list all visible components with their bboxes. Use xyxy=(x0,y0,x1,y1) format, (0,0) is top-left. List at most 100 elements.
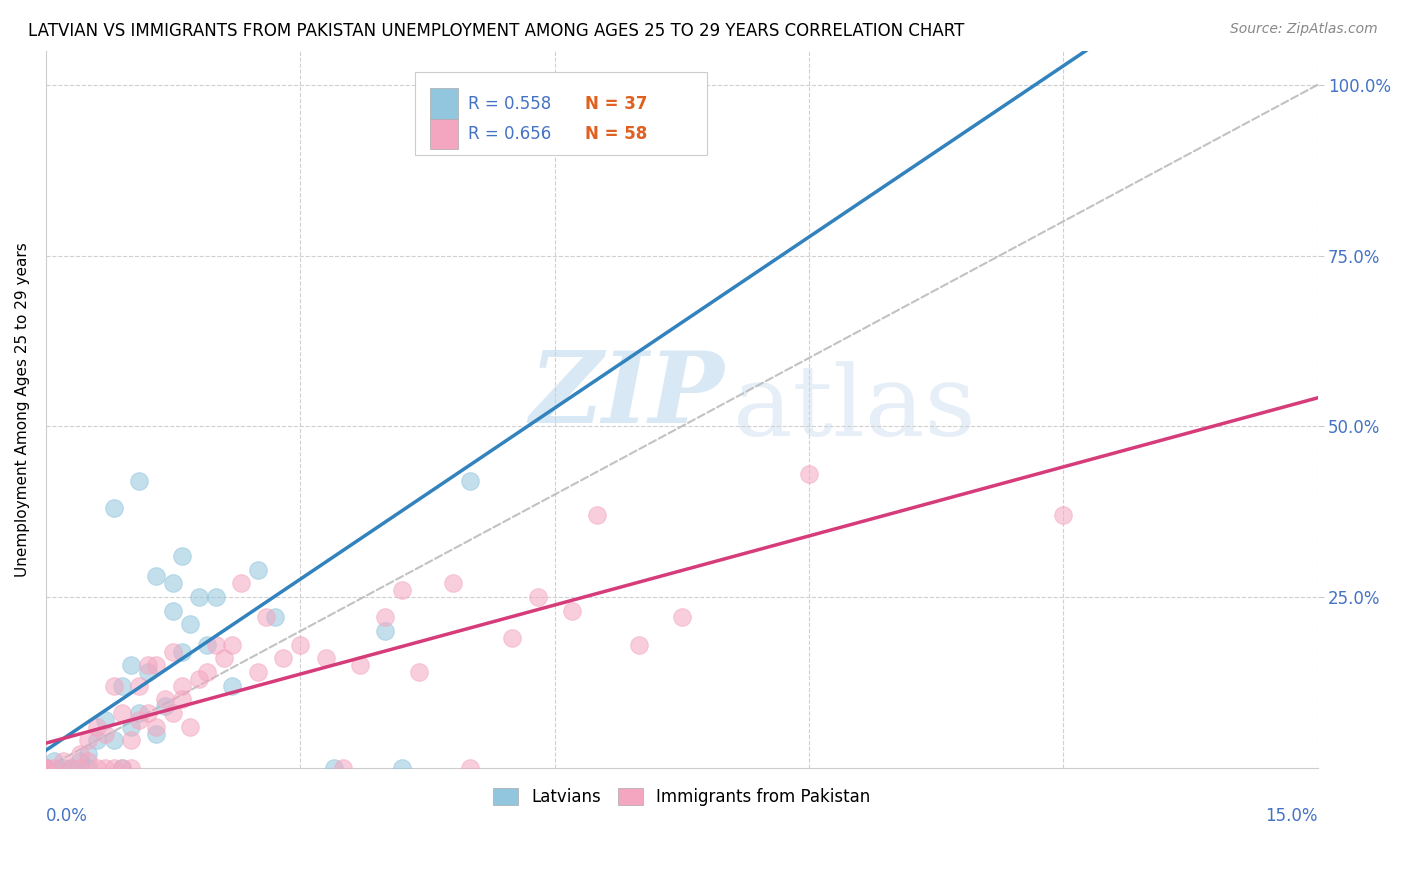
Point xyxy=(136,665,159,679)
Bar xyxy=(430,88,458,119)
Point xyxy=(349,658,371,673)
Point xyxy=(170,692,193,706)
Point xyxy=(35,761,58,775)
Point xyxy=(103,733,125,747)
Point xyxy=(263,610,285,624)
Text: atlas: atlas xyxy=(733,361,976,457)
Point xyxy=(162,645,184,659)
Point xyxy=(374,624,396,639)
Point xyxy=(153,699,176,714)
Point xyxy=(671,610,693,624)
Point xyxy=(86,761,108,775)
Point xyxy=(94,726,117,740)
Point xyxy=(170,679,193,693)
Text: R = 0.558: R = 0.558 xyxy=(468,95,551,112)
Point xyxy=(145,658,167,673)
Y-axis label: Unemployment Among Ages 25 to 29 years: Unemployment Among Ages 25 to 29 years xyxy=(15,242,30,576)
Point xyxy=(77,747,100,761)
Point xyxy=(44,761,66,775)
Point xyxy=(35,761,58,775)
Point xyxy=(86,733,108,747)
Point xyxy=(153,692,176,706)
Point xyxy=(1052,508,1074,522)
Point xyxy=(408,665,430,679)
Point xyxy=(195,665,218,679)
Point xyxy=(162,576,184,591)
Point xyxy=(586,508,609,522)
Point xyxy=(52,761,75,775)
Point xyxy=(654,105,676,120)
Text: Source: ZipAtlas.com: Source: ZipAtlas.com xyxy=(1230,22,1378,37)
Point xyxy=(120,733,142,747)
Point xyxy=(69,747,91,761)
Point xyxy=(315,651,337,665)
Point xyxy=(103,761,125,775)
Point xyxy=(323,761,346,775)
Point xyxy=(94,713,117,727)
Point xyxy=(374,610,396,624)
Point xyxy=(111,679,134,693)
Point xyxy=(69,754,91,768)
Text: N = 37: N = 37 xyxy=(585,95,648,112)
Text: LATVIAN VS IMMIGRANTS FROM PAKISTAN UNEMPLOYMENT AMONG AGES 25 TO 29 YEARS CORRE: LATVIAN VS IMMIGRANTS FROM PAKISTAN UNEM… xyxy=(28,22,965,40)
Point xyxy=(441,576,464,591)
Point xyxy=(128,474,150,488)
Point xyxy=(145,726,167,740)
Text: 0.0%: 0.0% xyxy=(46,807,87,825)
Point xyxy=(52,754,75,768)
Point xyxy=(128,679,150,693)
FancyBboxPatch shape xyxy=(415,72,707,154)
Point xyxy=(145,569,167,583)
Point xyxy=(179,617,201,632)
Point xyxy=(94,761,117,775)
Point xyxy=(391,583,413,598)
Point xyxy=(60,761,83,775)
Point xyxy=(797,467,820,481)
Point xyxy=(458,474,481,488)
Point xyxy=(204,638,226,652)
Point xyxy=(332,761,354,775)
Point xyxy=(120,658,142,673)
Point xyxy=(221,679,243,693)
Text: R = 0.656: R = 0.656 xyxy=(468,125,551,143)
Point xyxy=(111,706,134,720)
Point xyxy=(44,754,66,768)
Point xyxy=(229,576,252,591)
Point xyxy=(103,679,125,693)
Point xyxy=(77,754,100,768)
Point xyxy=(120,720,142,734)
Point xyxy=(501,631,523,645)
Point xyxy=(290,638,312,652)
Point xyxy=(60,761,83,775)
Point xyxy=(170,645,193,659)
Point xyxy=(35,761,58,775)
Point xyxy=(187,590,209,604)
Point xyxy=(136,706,159,720)
Text: N = 58: N = 58 xyxy=(585,125,647,143)
Point xyxy=(187,672,209,686)
Point xyxy=(221,638,243,652)
Point xyxy=(246,563,269,577)
Point xyxy=(254,610,277,624)
Point xyxy=(77,761,100,775)
Point xyxy=(103,501,125,516)
Point xyxy=(246,665,269,679)
Point xyxy=(162,706,184,720)
Point xyxy=(162,604,184,618)
Point xyxy=(458,761,481,775)
Point xyxy=(204,590,226,604)
Point xyxy=(128,713,150,727)
Point xyxy=(561,604,583,618)
Legend: Latvians, Immigrants from Pakistan: Latvians, Immigrants from Pakistan xyxy=(486,781,877,814)
Point xyxy=(179,720,201,734)
Point xyxy=(145,720,167,734)
Point xyxy=(111,761,134,775)
Point xyxy=(111,761,134,775)
Point xyxy=(69,761,91,775)
Point xyxy=(136,658,159,673)
Point xyxy=(526,590,548,604)
Point xyxy=(120,761,142,775)
Point xyxy=(35,761,58,775)
Point xyxy=(195,638,218,652)
Point xyxy=(77,733,100,747)
